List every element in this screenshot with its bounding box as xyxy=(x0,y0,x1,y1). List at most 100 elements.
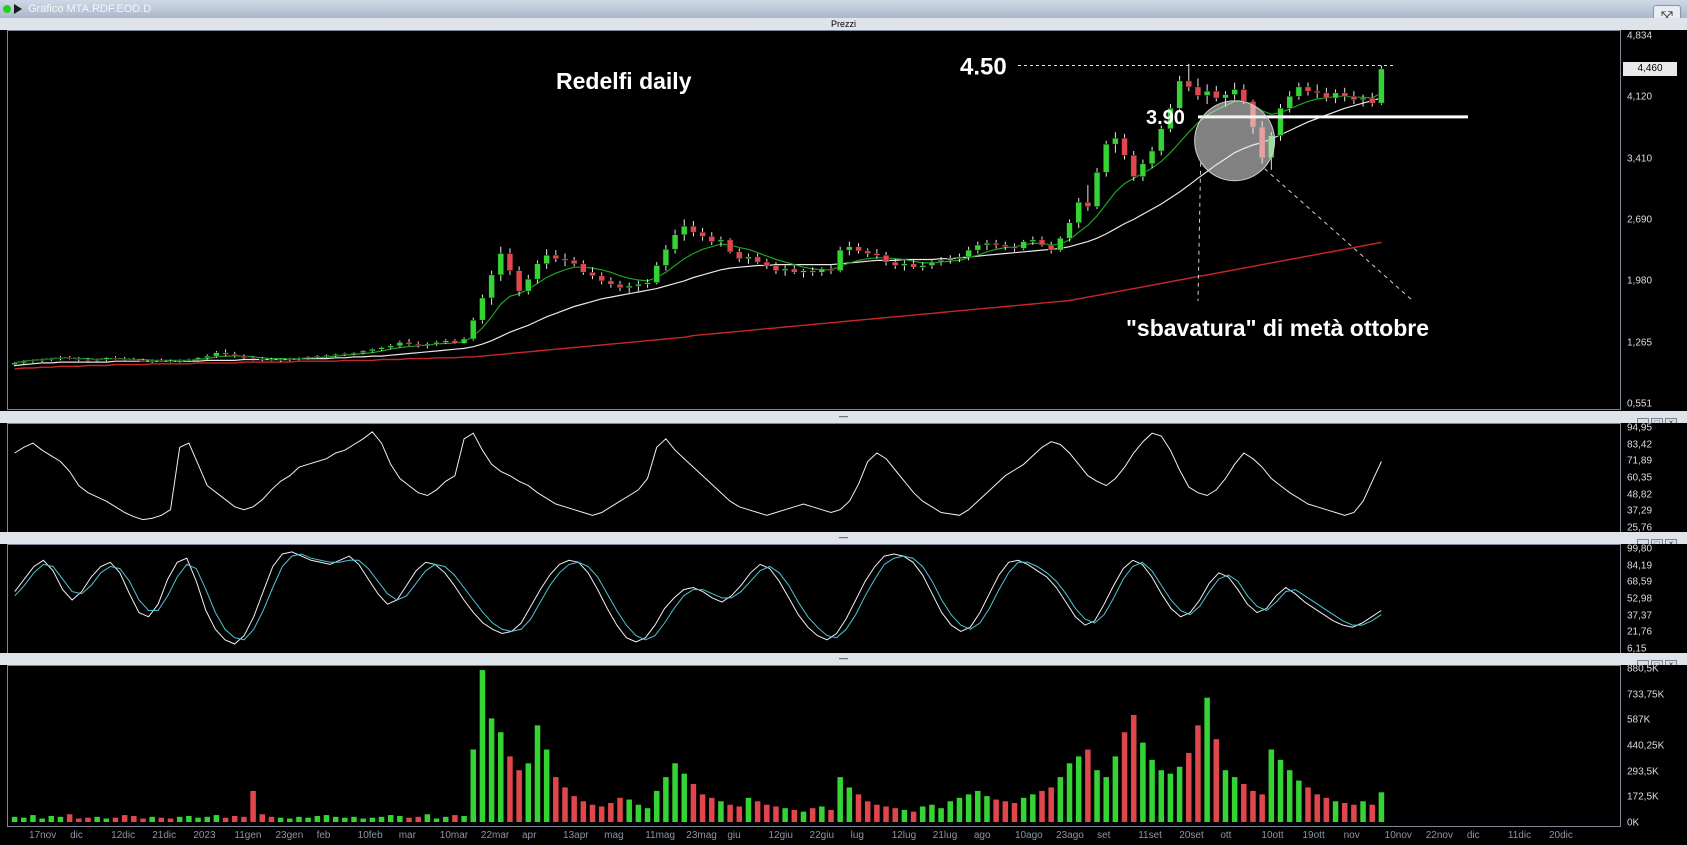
volume-bar xyxy=(690,784,697,822)
volume-bar xyxy=(1314,794,1320,822)
volume-chart xyxy=(11,670,1385,822)
volume-bar xyxy=(608,803,614,822)
volume-bar xyxy=(167,818,174,822)
volume-bar xyxy=(186,815,192,822)
volume-bar xyxy=(874,804,880,822)
y-tick-label: 4,120 xyxy=(1627,91,1653,103)
candle-body xyxy=(864,250,871,254)
volume-bar xyxy=(947,801,954,822)
candle xyxy=(488,270,495,305)
candle-body xyxy=(1369,97,1376,104)
volume-bar xyxy=(1341,803,1348,822)
candle-body xyxy=(479,297,486,321)
volume-bar xyxy=(929,804,935,822)
volume-bar xyxy=(250,790,256,822)
volume-bar xyxy=(241,816,247,822)
volume-bar xyxy=(919,806,926,822)
candle xyxy=(681,219,688,241)
x-tick-label: apr xyxy=(521,830,537,841)
candle-body xyxy=(149,360,156,362)
callout-line xyxy=(1264,168,1414,302)
candle-body xyxy=(1093,172,1101,207)
candle-body xyxy=(1222,94,1229,99)
volume-bar xyxy=(94,816,100,822)
candle xyxy=(378,346,385,351)
pane-controls: _□× xyxy=(1635,412,1683,428)
x-tick-label: feb xyxy=(316,830,331,841)
candle-body xyxy=(1350,96,1358,100)
candle xyxy=(286,357,293,362)
candle xyxy=(754,253,761,264)
candle-body xyxy=(1130,155,1137,177)
volume-bar xyxy=(85,817,91,822)
volume-bar xyxy=(681,773,687,822)
volume-pane xyxy=(7,665,1621,827)
y-tick-label: 48,82 xyxy=(1627,489,1653,501)
volume-bar xyxy=(1378,792,1385,822)
candle-body xyxy=(846,246,853,251)
volume-bar xyxy=(635,804,642,822)
volume-bar xyxy=(204,816,210,822)
candle xyxy=(48,357,55,362)
volume-bar xyxy=(1323,797,1330,822)
volume-bar xyxy=(1094,770,1100,822)
candle-body xyxy=(992,243,1000,246)
pane-separator[interactable]: — xyxy=(0,653,1687,665)
volume-bar xyxy=(406,817,412,822)
candle-body xyxy=(350,352,358,354)
volume-bar xyxy=(718,801,724,822)
candle-body xyxy=(66,357,73,360)
x-tick-label: nov xyxy=(1343,830,1360,841)
volume-bar xyxy=(1222,770,1229,822)
candle-body xyxy=(589,272,596,277)
window-titlebar: Grafico MTA.RDF.EOD.D xyxy=(0,0,1687,19)
candle-body xyxy=(1084,202,1092,207)
candle xyxy=(222,349,229,357)
candle xyxy=(598,272,605,285)
x-tick-label: giu xyxy=(727,830,741,841)
y-tick-label: 172,5K xyxy=(1627,791,1659,803)
candle-body xyxy=(1176,80,1183,109)
volume-bar xyxy=(1130,714,1137,822)
candle-body xyxy=(213,352,220,357)
candle xyxy=(561,253,569,267)
candle xyxy=(75,356,82,362)
volume-axis: 880,5K 733,75K 587K 440,25K 293,5K 172,5K 0K xyxy=(1621,664,1687,829)
candle-body xyxy=(745,256,752,259)
candle-body xyxy=(791,268,798,273)
candle xyxy=(213,350,220,358)
volume-bar xyxy=(901,809,908,822)
candle-body xyxy=(506,253,514,271)
volume-bar xyxy=(543,749,550,822)
candle-body xyxy=(488,274,495,299)
candle-body xyxy=(442,340,449,343)
candle-body xyxy=(1314,90,1321,94)
candle xyxy=(176,359,183,363)
candle-body xyxy=(800,270,807,273)
candle xyxy=(763,258,770,269)
candle xyxy=(277,358,284,363)
x-tick-label: 23mag xyxy=(686,830,717,841)
pane-separator[interactable]: — xyxy=(0,411,1687,423)
candle xyxy=(653,262,660,285)
volume-bar xyxy=(1176,766,1183,822)
volume-bar xyxy=(30,815,36,822)
pane-separator[interactable]: — xyxy=(0,532,1687,544)
volume-bar xyxy=(791,809,798,822)
volume-bar xyxy=(782,808,788,822)
candle-body xyxy=(873,253,881,256)
volume-bar xyxy=(864,801,871,822)
candle xyxy=(818,267,826,276)
volume-bar xyxy=(259,814,266,822)
volume-bar xyxy=(653,790,660,822)
play-icon[interactable] xyxy=(14,4,22,14)
candle-body xyxy=(809,270,816,273)
candle xyxy=(1176,75,1183,112)
x-tick-label: 2023 xyxy=(193,830,216,841)
candle-body xyxy=(1304,86,1312,92)
candle-body xyxy=(1011,246,1018,249)
volume-bar xyxy=(699,794,706,822)
volume-bar xyxy=(195,817,201,822)
volume-bar xyxy=(1020,797,1027,822)
y-tick-label: 37,37 xyxy=(1627,610,1653,622)
